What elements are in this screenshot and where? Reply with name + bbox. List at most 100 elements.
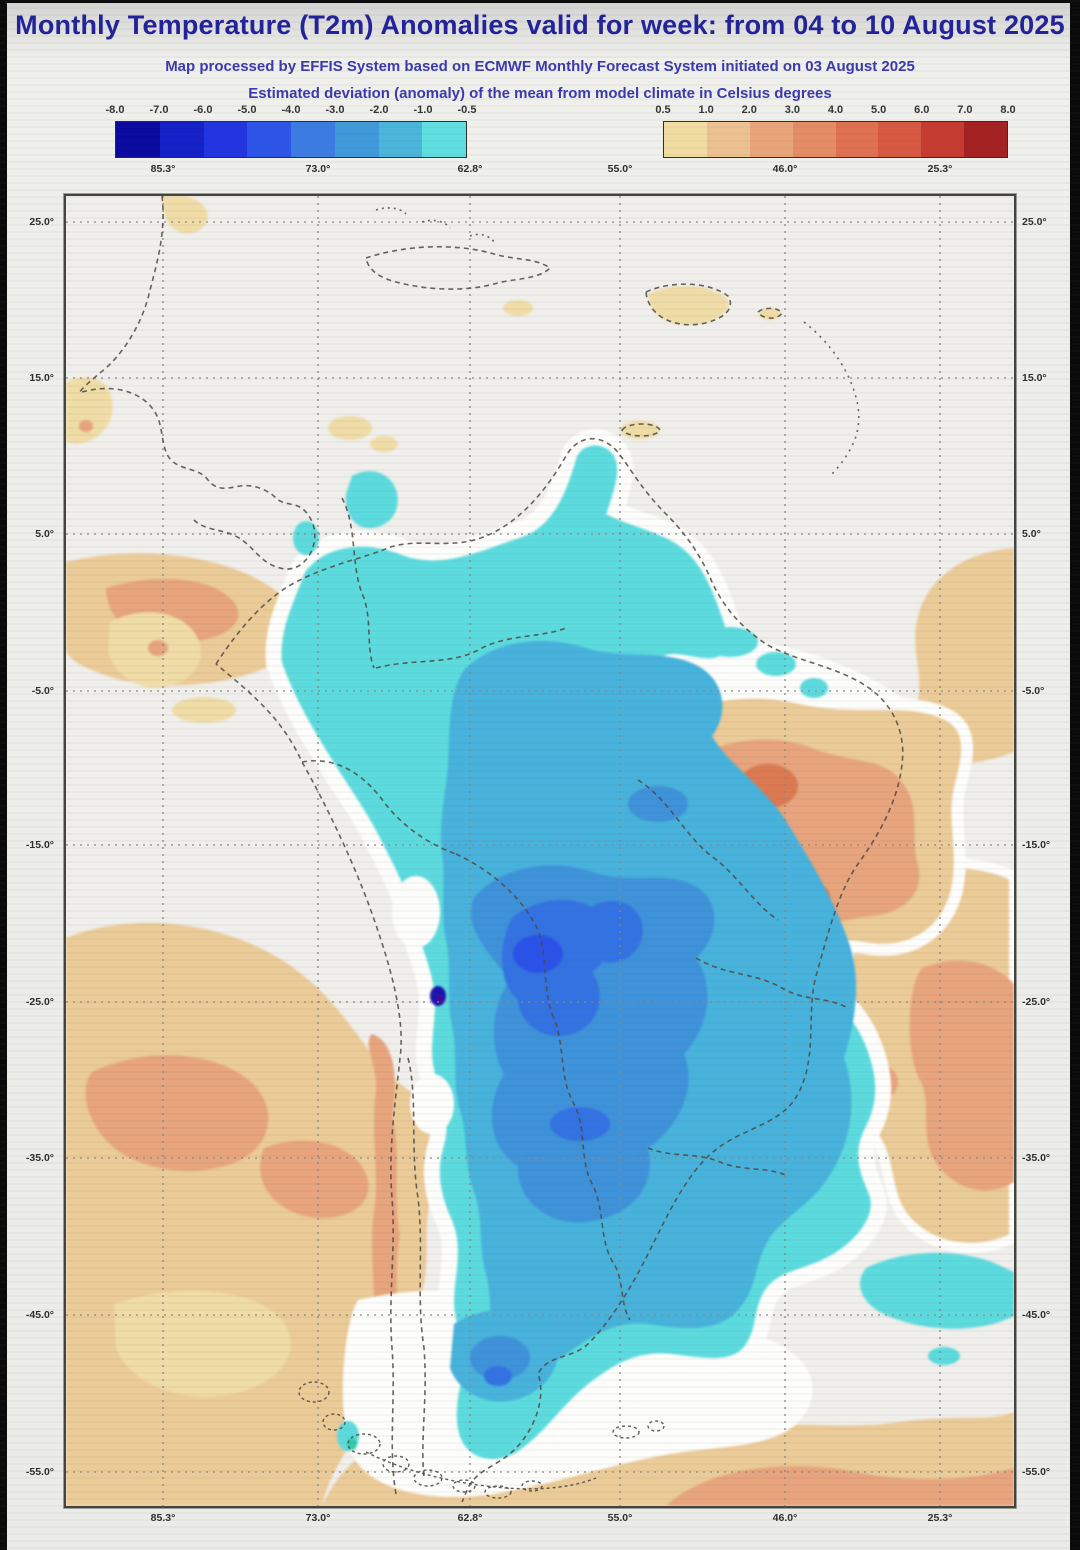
island-outline bbox=[322, 1413, 346, 1431]
longitude-tick-label: 46.0° bbox=[772, 163, 798, 175]
legend-tick-label: -3.0 bbox=[325, 104, 345, 116]
patch-ne-coast-cold-1 bbox=[702, 627, 758, 657]
colorbar-segment bbox=[203, 122, 248, 157]
legend-tick-label: 7.0 bbox=[957, 104, 973, 116]
border-colombia-venezuela bbox=[341, 497, 375, 669]
island-arc-lesser-antilles bbox=[803, 321, 860, 477]
map-frame bbox=[63, 193, 1017, 1509]
legend-tick-label: 0.5 bbox=[655, 104, 671, 116]
island-outline bbox=[521, 1480, 543, 1492]
patch-atlantic-salmon-core bbox=[909, 960, 1014, 1191]
longitude-labels-top: 85.3° 73.0° 62.8° 55.0° 46.0° 25.3° bbox=[66, 163, 1014, 177]
colorbar-segment bbox=[378, 122, 423, 157]
colorbar-segment bbox=[116, 122, 160, 157]
colorbar-segment bbox=[749, 122, 793, 157]
latitude-tick-label: -5.0° bbox=[31, 685, 54, 697]
legend-tick-label: 8.0 bbox=[1000, 104, 1016, 116]
latitude-tick-label: -25.0° bbox=[1022, 996, 1051, 1008]
latitude-tick-label: -45.0° bbox=[1022, 1309, 1051, 1321]
patch-hispaniola-warm bbox=[648, 286, 729, 325]
top-black-edge bbox=[0, 0, 1080, 3]
longitude-tick-label: 73.0° bbox=[305, 1512, 331, 1524]
patch-pacific-salmon-2 bbox=[260, 1140, 369, 1218]
legend-tick-label: -4.0 bbox=[281, 104, 301, 116]
colorbar-segment bbox=[964, 122, 1007, 157]
patch-panama-warm bbox=[172, 697, 236, 723]
graticule bbox=[66, 196, 1014, 1506]
colorbar-segment bbox=[664, 122, 707, 157]
longitude-labels-bottom: 85.3° 73.0° 62.8° 55.0° 46.0° 25.3° bbox=[66, 1512, 1014, 1526]
border-bolivia-brazil bbox=[455, 853, 553, 1015]
region-cold-core-3 bbox=[550, 1107, 610, 1141]
border-brazil-uruguay bbox=[589, 1179, 631, 1321]
latitude-tick-label: -55.0° bbox=[25, 1466, 54, 1478]
spot-nicaragua-core bbox=[148, 640, 168, 656]
latitude-tick-label: -5.0° bbox=[1022, 685, 1045, 697]
region-patagonia-core bbox=[484, 1366, 512, 1386]
patch-colombia-cold bbox=[294, 632, 342, 692]
island-outline bbox=[452, 1479, 476, 1493]
legend-positive-tick-labels: 0.5 1.0 2.0 3.0 4.0 5.0 6.0 7.0 8.0 bbox=[655, 104, 1015, 117]
legend-tick-label: 2.0 bbox=[741, 104, 757, 116]
legend-negative-colorbar bbox=[115, 121, 467, 158]
patch-venezuela-coast-warm-2 bbox=[370, 436, 398, 452]
latitude-tick-label: 15.0° bbox=[1022, 372, 1047, 384]
legend-tick-label: 5.0 bbox=[870, 104, 887, 116]
archipelago-tierra-del-fuego bbox=[298, 1381, 665, 1499]
latitude-tick-label: -15.0° bbox=[25, 839, 54, 851]
longitude-tick-label: 55.0° bbox=[607, 1512, 633, 1524]
patch-yucatan-warm bbox=[162, 196, 208, 234]
patch-pacific-salmon-1 bbox=[85, 1055, 269, 1171]
patch-southern-ocean-salmon bbox=[666, 1465, 1014, 1506]
longitude-tick-label: 62.8° bbox=[457, 163, 483, 175]
colorbar-segment bbox=[334, 122, 379, 157]
border-brazil-internal-1 bbox=[637, 779, 779, 921]
longitude-tick-label: 85.3° bbox=[150, 163, 176, 175]
longitude-tick-label: 25.3° bbox=[927, 1512, 953, 1524]
coastline-borders bbox=[77, 196, 904, 1503]
border-brazil-internal-3 bbox=[647, 1147, 789, 1177]
colorbar-segment bbox=[706, 122, 750, 157]
legend-tick-label: 3.0 bbox=[784, 104, 801, 116]
longitude-tick-label: 55.0° bbox=[607, 163, 633, 175]
island-outline bbox=[298, 1381, 330, 1403]
longitude-tick-label: 85.3° bbox=[150, 1512, 176, 1524]
patch-ne-coast-cold-3 bbox=[800, 678, 828, 698]
coastline-jamaica bbox=[620, 423, 661, 437]
legend-positive-colorbar bbox=[663, 121, 1008, 158]
coastline-tierra-del-fuego bbox=[365, 1451, 597, 1490]
patch-cold-band3-arm bbox=[628, 786, 688, 822]
colorbar-segment bbox=[291, 122, 335, 157]
legend-tick-label: -7.0 bbox=[149, 104, 169, 116]
patch-honduras-edge-warm bbox=[66, 377, 113, 444]
patch-pacific-pale bbox=[114, 1290, 291, 1397]
latitude-tick-label: -45.0° bbox=[25, 1309, 54, 1321]
spot-andes-purple bbox=[436, 995, 444, 1005]
latitude-tick-label: 5.0° bbox=[35, 528, 54, 540]
neutral-andes-gap-2 bbox=[410, 1074, 454, 1134]
latitude-labels-right: 25.0° 15.0° 5.0° -5.0° -15.0° -25.0° -35.0° -45… bbox=[1018, 196, 1076, 1506]
neutral-andes-gap-1 bbox=[392, 876, 440, 948]
island-falklands bbox=[647, 1420, 665, 1432]
patch-maracaibo-cold bbox=[345, 471, 398, 529]
region-patagonia-band3 bbox=[470, 1336, 530, 1380]
patch-ne-coast-cold-2 bbox=[756, 652, 796, 676]
anomaly-map-canvas bbox=[66, 196, 1014, 1506]
island-falklands bbox=[612, 1425, 640, 1439]
border-venezuela-brazil bbox=[375, 627, 567, 669]
latitude-tick-label: -55.0° bbox=[1022, 1466, 1051, 1478]
subtitle-processing-info: Map processed by EFFIS System based on E… bbox=[165, 58, 915, 75]
latitude-tick-label: 25.0° bbox=[1022, 216, 1047, 228]
spot-honduras-core bbox=[79, 420, 93, 432]
legend-tick-label: -5.0 bbox=[237, 104, 257, 116]
spot-patagonia-teal bbox=[347, 1438, 357, 1450]
legend-tick-label: 4.0 bbox=[827, 104, 844, 116]
patch-cuba-warm bbox=[503, 300, 533, 316]
latitude-tick-label: -35.0° bbox=[25, 1152, 54, 1164]
latitude-tick-label: -25.0° bbox=[25, 996, 54, 1008]
latitude-tick-label: -15.0° bbox=[1022, 839, 1051, 851]
latitude-tick-label: 5.0° bbox=[1022, 528, 1041, 540]
coastline-central-america bbox=[77, 196, 316, 570]
latitude-tick-label: -35.0° bbox=[1022, 1152, 1051, 1164]
